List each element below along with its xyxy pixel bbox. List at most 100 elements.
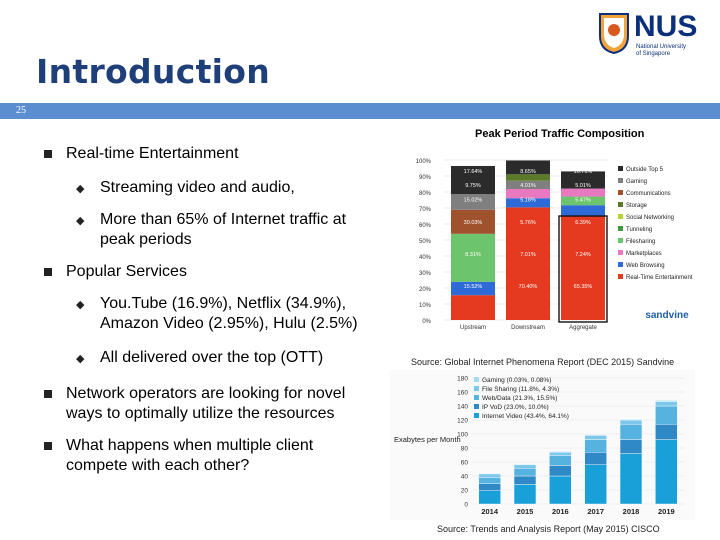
bullet-text: Streaming video and audio, bbox=[100, 179, 295, 196]
bar-segment bbox=[506, 180, 550, 190]
y-tick-label: 180 bbox=[457, 376, 468, 383]
bullet-text: ways to optimally utilize the resources bbox=[66, 405, 335, 422]
bullet-text: peak periods bbox=[100, 231, 192, 248]
bar-segment bbox=[549, 465, 572, 477]
y-tick-label: 60% bbox=[419, 223, 432, 229]
y-tick-label: 100% bbox=[416, 159, 432, 165]
y-tick-label: 120 bbox=[457, 418, 468, 425]
bar-segment bbox=[561, 196, 605, 206]
y-tick-label: 20 bbox=[461, 488, 469, 495]
legend-label: Gaming (0.03%, 0.08%) bbox=[482, 377, 551, 384]
data-label: 17.64% bbox=[464, 169, 483, 175]
bar-segment bbox=[478, 477, 501, 484]
crest-icon bbox=[599, 13, 629, 54]
bar-segment bbox=[655, 400, 678, 402]
legend-label: Social Networking bbox=[626, 215, 674, 221]
bar-segment bbox=[584, 434, 607, 436]
logo-subtitle: National University of Singapore bbox=[636, 44, 686, 58]
y-tick-label: 140 bbox=[457, 404, 468, 411]
sandvine-logo-text: sandvine bbox=[645, 310, 689, 321]
x-tick-label: Aggregate bbox=[569, 325, 597, 331]
y-tick-label: 40% bbox=[419, 255, 432, 261]
x-tick-label: 2014 bbox=[481, 507, 499, 516]
cisco-traffic-chart: 0 20 40 60 80 100 120 140 160 180 Exabytes per Mon… bbox=[390, 370, 695, 520]
legend-label: Web/Data (21.3%, 15.5%) bbox=[482, 395, 557, 402]
x-tick-label: 2017 bbox=[587, 507, 604, 516]
bar-segment bbox=[451, 233, 495, 282]
legend-swatch bbox=[618, 238, 623, 243]
legend-swatch bbox=[618, 214, 623, 219]
data-label: 30.03% bbox=[464, 220, 483, 226]
bar-segment bbox=[584, 439, 607, 453]
legend-label: Real-Time Entertainment bbox=[626, 275, 693, 281]
bar-segment bbox=[478, 472, 501, 475]
y-axis-label: Exabytes per Month bbox=[394, 435, 461, 444]
y-tick-label: 0% bbox=[422, 319, 431, 325]
bullet-text: Amazon Video (2.95%), Hulu (2.5%) bbox=[100, 315, 358, 332]
y-tick-label: 10% bbox=[419, 303, 432, 309]
bar-segment bbox=[451, 209, 495, 234]
slide-number: 25 bbox=[16, 105, 26, 116]
bar-segment bbox=[506, 160, 550, 175]
bullet-text: compete with each other? bbox=[66, 457, 250, 474]
cisco-traffic-plot: 0 20 40 60 80 100 120 140 160 180 Exabytes per Mon… bbox=[394, 376, 684, 516]
logo-subtitle-line-1: National University bbox=[636, 44, 687, 50]
bar-segment bbox=[655, 439, 678, 505]
bar-segment bbox=[478, 473, 501, 478]
data-label: 8.65% bbox=[520, 169, 536, 175]
traffic-composition-plot: 0% 10% 20% 30% 40% 50% 60% 70% 80% 90% 100% 17.64% 9… bbox=[416, 159, 693, 331]
x-tick-label: 2019 bbox=[658, 507, 675, 516]
bar-segment bbox=[584, 435, 607, 440]
bar-segment bbox=[478, 483, 501, 491]
legend-swatch bbox=[474, 404, 479, 409]
data-label: 10.71% bbox=[574, 169, 593, 175]
square-bullet-icon bbox=[44, 268, 52, 276]
bar-segment bbox=[655, 405, 678, 425]
y-tick-label: 90% bbox=[419, 175, 432, 181]
legend-label: Marketplaces bbox=[626, 251, 662, 257]
legend-label: Gaming bbox=[626, 179, 647, 185]
y-tick-label: 30% bbox=[419, 271, 432, 277]
legend-label: Tunneling bbox=[626, 227, 652, 233]
legend-label: Filesharing bbox=[626, 239, 655, 245]
legend-label: File Sharing (11.8%, 4.3%) bbox=[482, 386, 559, 393]
x-tick-label: Upstream bbox=[460, 325, 486, 331]
data-label: 6.39% bbox=[575, 220, 591, 226]
bar-segment bbox=[513, 464, 537, 469]
diamond-bullet-icon: ◆ bbox=[76, 299, 85, 311]
diamond-bullet-icon: ◆ bbox=[76, 183, 85, 195]
legend-swatch bbox=[618, 202, 623, 207]
bar-segment bbox=[451, 295, 495, 320]
bar-segment bbox=[549, 451, 572, 456]
bar-segment bbox=[478, 490, 501, 505]
bar-segment bbox=[549, 455, 572, 466]
legend-label: Internet Video (43.4%, 64.1%) bbox=[482, 413, 569, 420]
slide-title: Introduction bbox=[36, 52, 271, 91]
legend-swatch bbox=[618, 166, 623, 171]
nus-logo: NUS National University of Singapore bbox=[598, 10, 716, 60]
title-rule: 25 bbox=[0, 103, 720, 119]
bar-segment bbox=[451, 194, 495, 210]
legend-swatch bbox=[618, 250, 623, 255]
legend-swatch bbox=[618, 262, 623, 267]
bar-segment bbox=[619, 439, 643, 454]
data-label: 5.76% bbox=[520, 220, 536, 226]
legend-swatch bbox=[474, 377, 479, 382]
x-tick-label: 2016 bbox=[552, 507, 569, 516]
bar-segment bbox=[561, 215, 605, 320]
legend-label: Web Browsing bbox=[626, 263, 665, 269]
bar-segment bbox=[513, 484, 537, 505]
logo-text: NUS bbox=[634, 10, 698, 43]
legend-swatch bbox=[474, 395, 479, 400]
legend-label: Communications bbox=[626, 191, 671, 197]
data-label: 70.40% bbox=[519, 284, 538, 290]
bar-segment bbox=[549, 451, 572, 453]
square-bullet-icon bbox=[44, 442, 52, 450]
bullet-text: What happens when multiple client bbox=[66, 437, 314, 454]
bar-segment bbox=[619, 453, 643, 505]
chart-title: Peak Period Traffic Composition bbox=[475, 128, 645, 140]
data-label: 9.75% bbox=[465, 183, 481, 189]
y-tick-label: 80 bbox=[461, 446, 469, 453]
diamond-bullet-icon: ◆ bbox=[76, 215, 85, 227]
data-label: 5.18% bbox=[520, 198, 536, 204]
